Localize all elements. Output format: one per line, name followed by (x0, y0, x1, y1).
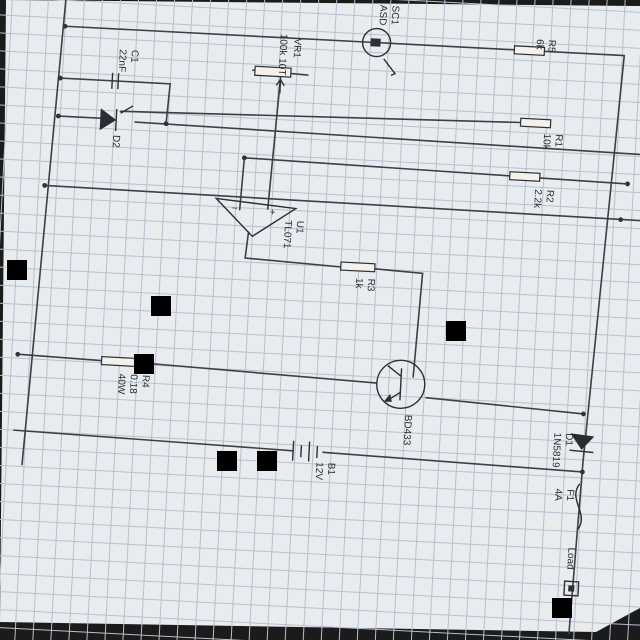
grid-line-horizontal (0, 228, 640, 268)
r5-value-label: 6k (533, 39, 545, 51)
grid-line-horizontal (0, 588, 640, 627)
grid-line-horizontal (0, 300, 640, 340)
r2-resistor: R2 2.2k (508, 171, 555, 209)
grid-line-horizontal (0, 498, 640, 538)
d1-ref-label: D1 (563, 433, 575, 447)
grid-line-horizontal (0, 354, 640, 394)
sc1-value-label: ASD (377, 5, 389, 26)
grid-line-vertical (624, 0, 640, 640)
grid-line-horizontal (0, 156, 640, 196)
grid-line-horizontal (0, 192, 640, 232)
grid-line-horizontal (0, 210, 640, 250)
f1-value-label: 4A (552, 488, 564, 501)
d1-value-label: 1N5819 (550, 432, 563, 468)
grid-line-horizontal (0, 13, 640, 52)
grid-line-horizontal (0, 480, 640, 520)
vr1-ref-label: VR1 (291, 38, 303, 58)
c1-ref-label: C1 (128, 50, 140, 64)
f1-ref-label: F1 (564, 489, 576, 502)
r5-ref-label: R5 (545, 39, 557, 53)
vr1-value-label: 100k 10T (276, 33, 289, 75)
load-label: Load (564, 547, 576, 570)
r3-resistor: R3 1k (340, 261, 377, 292)
grid-line-horizontal (0, 606, 640, 640)
junction-dots (15, 23, 630, 475)
grid-line-horizontal (0, 0, 640, 16)
grid-line-horizontal (0, 444, 640, 484)
grid-line-horizontal (0, 49, 640, 88)
vr1-potentiometer: VR1 100k 10T (254, 33, 303, 94)
grid-line-horizontal (0, 138, 640, 178)
grid-line-horizontal (0, 372, 640, 412)
grid-line-horizontal (0, 426, 640, 466)
b1-value-label: 12V (313, 462, 325, 481)
grid-line-horizontal (0, 0, 640, 34)
grid-line-horizontal (0, 66, 640, 106)
svg-text:−: − (231, 203, 238, 214)
grid-line-horizontal (0, 318, 640, 358)
sc1-buzzer: SC1 ASD (361, 5, 401, 77)
b1-battery: B1 12V (291, 440, 337, 481)
r1-resistor: R1 10k (519, 117, 564, 151)
grid-line-horizontal (0, 462, 640, 502)
grid-line-horizontal (0, 624, 640, 640)
d2-led: D2 (99, 105, 134, 149)
u1-op-amp: − + U1 TL071 (214, 197, 305, 249)
grid-line-horizontal (0, 552, 640, 591)
u1-ref-label: U1 (293, 221, 305, 235)
d2-ref-label: D2 (110, 135, 122, 149)
c1-capacitor: C1 22nF (111, 49, 140, 90)
c1-value-label: 22nF (116, 49, 128, 72)
sc1-ref-label: SC1 (389, 5, 401, 25)
grid-line-vertical (0, 0, 16, 640)
load-connector: Load (563, 547, 580, 597)
grid-line-horizontal (0, 390, 640, 430)
grid-line-horizontal (0, 102, 640, 142)
grid-line-horizontal (0, 31, 640, 70)
grid-line-horizontal (0, 174, 640, 214)
redaction-markers (7, 260, 572, 618)
grid-line-horizontal (0, 84, 640, 124)
r2-ref-label: R2 (543, 190, 555, 204)
grid-line-horizontal (0, 570, 640, 609)
grid-line-horizontal (0, 264, 640, 304)
r3-ref-label: R3 (365, 278, 377, 292)
svg-text:+: + (269, 207, 276, 218)
grid-line-horizontal (0, 246, 640, 286)
r3-value-label: 1k (353, 278, 365, 290)
b1-ref-label: B1 (325, 462, 337, 475)
r4-ref-label: R4 (139, 375, 151, 389)
r4-power-label: 40W (115, 373, 127, 395)
circuit-wires (13, 0, 640, 635)
r1-ref-label: R1 (552, 134, 564, 148)
grid-line-horizontal (0, 282, 640, 322)
grid-line-horizontal (0, 120, 640, 160)
r2-value-label: 2.2k (531, 189, 543, 209)
grid-line-horizontal (0, 516, 640, 556)
u1-value-label: TL071 (281, 220, 293, 249)
q1-ref-label: BD433 (401, 414, 414, 446)
grid-line-horizontal (0, 336, 640, 376)
r4-value-label: 0.18 (127, 374, 139, 394)
d1-diode: D1 1N5819 (550, 432, 595, 468)
bd433-transistor: BD433 (376, 359, 426, 446)
r5-resistor: R5 6k (513, 39, 557, 56)
r1-value-label: 10k (540, 133, 552, 151)
f1-fuse: F1 4A (552, 483, 583, 531)
grid-line-horizontal (0, 408, 640, 448)
grid-line-horizontal (0, 534, 640, 574)
